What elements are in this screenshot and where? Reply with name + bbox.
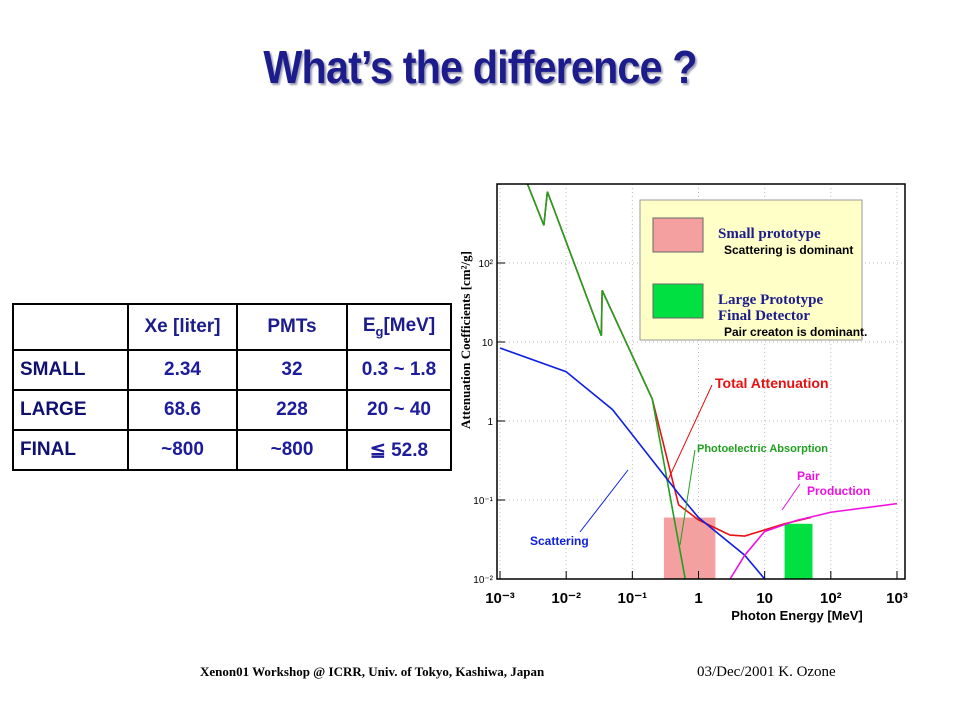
x-axis-label: Photon Energy [MeV] bbox=[731, 608, 862, 623]
annotation: Scattering bbox=[530, 534, 589, 548]
x-tick-label: 10³ bbox=[886, 590, 908, 607]
row-label: SMALL bbox=[12, 349, 129, 391]
footer-left: Xenon01 Workshop @ ICRR, Univ. of Tokyo,… bbox=[200, 664, 545, 679]
y-tick-label: 10 bbox=[482, 338, 494, 349]
energy-band bbox=[784, 523, 813, 579]
annotation: Production bbox=[807, 484, 870, 498]
value-cell: 2.34 bbox=[127, 349, 238, 391]
legend-swatch bbox=[652, 217, 704, 253]
x-tick-label: 10⁻¹ bbox=[618, 590, 648, 607]
header-cell: Xe [liter] bbox=[127, 303, 238, 351]
plot-frame bbox=[496, 183, 906, 580]
value-cell: 0.3 ~ 1.8 bbox=[346, 349, 452, 391]
value-cell: ≦ 52.8 bbox=[346, 429, 452, 471]
row-label: LARGE bbox=[12, 389, 129, 431]
x-tick-label: 1 bbox=[694, 590, 702, 607]
y-axis-label: Attenuation Coefficients [cm²/g] bbox=[458, 251, 473, 429]
curve bbox=[729, 502, 898, 579]
annotation: Photoelectric Absorption bbox=[697, 443, 828, 455]
header-text: E bbox=[362, 315, 376, 337]
value-cell: ~800 bbox=[236, 429, 348, 471]
curve bbox=[499, 347, 766, 579]
pointer bbox=[579, 469, 629, 533]
empty-cell bbox=[12, 303, 129, 351]
table-row: LARGE 68.6 228 20 ~ 40 bbox=[12, 389, 452, 431]
annotation: Pair bbox=[797, 469, 820, 483]
annotation: Total Attenuation bbox=[715, 375, 829, 391]
y-tick-label: 10⁻² bbox=[473, 575, 493, 586]
pointer bbox=[667, 384, 713, 481]
value-cell: 68.6 bbox=[127, 389, 238, 431]
pointer bbox=[679, 449, 696, 546]
curve bbox=[526, 184, 687, 579]
value-cell: ~800 bbox=[127, 429, 238, 471]
x-tick-label: 10⁻³ bbox=[485, 590, 515, 607]
legend-text: Scattering is dominant bbox=[724, 243, 853, 257]
value-cell: 228 bbox=[236, 389, 348, 431]
legend-title: Small prototype bbox=[718, 226, 821, 242]
pointer bbox=[781, 483, 801, 511]
row-label: FINAL bbox=[12, 429, 129, 471]
header-text: [MeV] bbox=[383, 315, 436, 337]
spec-table: Xe [liter] PMTs Eg[MeV] SMALL 2.34 32 0.3 ~… bbox=[12, 303, 452, 471]
table-row: FINAL ~800 ~800 ≦ 52.8 bbox=[12, 429, 452, 471]
x-tick-label: 10⁻² bbox=[551, 590, 581, 607]
legend-swatch bbox=[652, 283, 704, 319]
table-row: SMALL 2.34 32 0.3 ~ 1.8 bbox=[12, 349, 452, 391]
header-cell: Eg[MeV] bbox=[346, 303, 452, 351]
header-sub: g bbox=[375, 323, 384, 339]
legend-title: Large Prototype bbox=[718, 292, 823, 308]
legend-text: Pair creaton is dominant. bbox=[724, 325, 867, 339]
value-cell: 20 ~ 40 bbox=[346, 389, 452, 431]
y-tick-label: 10² bbox=[479, 259, 494, 270]
y-tick-label: 10⁻¹ bbox=[473, 496, 493, 507]
x-tick-label: 10 bbox=[756, 590, 773, 607]
x-tick-label: 10² bbox=[820, 590, 842, 607]
curves bbox=[499, 184, 898, 579]
header-cell: PMTs bbox=[236, 303, 348, 351]
legend-text: Final Detector bbox=[718, 308, 810, 324]
slide-title: What’s the difference ? bbox=[263, 41, 697, 93]
energy-band bbox=[663, 517, 716, 579]
value-cell: 32 bbox=[236, 349, 348, 391]
footer-right: 03/Dec/2001 K. Ozone bbox=[697, 664, 836, 680]
y-tick-label: 1 bbox=[487, 417, 493, 428]
